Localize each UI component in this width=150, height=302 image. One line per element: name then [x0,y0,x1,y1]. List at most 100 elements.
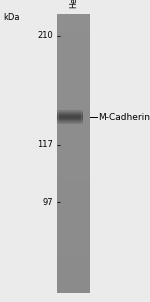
Bar [57,234,90,237]
Bar [81,112,82,113]
Bar [82,111,83,112]
Bar [58,121,59,122]
Bar [57,121,58,122]
Bar [58,112,59,113]
Bar [57,276,90,279]
Bar [57,50,90,53]
Bar [57,195,90,198]
Bar [59,111,81,112]
Bar [57,288,90,290]
Bar [57,120,58,121]
Bar [81,118,82,119]
Bar [59,116,60,117]
Bar [57,72,90,75]
Bar [59,122,81,123]
Bar [57,14,90,16]
Bar [57,110,58,111]
Bar [59,117,60,118]
Bar [59,112,60,113]
Bar [57,19,90,22]
Bar [57,187,90,190]
Bar [81,123,82,124]
Bar [82,118,83,119]
Bar [57,212,90,215]
Bar [82,113,83,114]
Bar [57,31,90,33]
Bar [57,95,90,97]
Bar [57,33,90,36]
Bar [57,204,90,206]
Bar [59,112,81,113]
Bar [82,110,83,111]
Bar [57,131,90,134]
Bar [57,22,90,25]
Bar [59,123,81,124]
Bar [82,115,83,116]
Bar [58,118,59,119]
Bar [57,81,90,83]
Bar [81,114,82,115]
Bar [58,120,59,121]
Bar [57,83,90,86]
Bar [58,116,59,117]
Bar [57,120,90,123]
Bar [57,148,90,150]
Bar [57,145,90,148]
Bar [57,67,90,69]
Bar [57,86,90,89]
Bar [57,284,90,288]
Bar [57,56,90,58]
Bar [82,119,83,120]
Bar [57,118,58,119]
Bar [57,16,90,19]
Bar [57,92,90,95]
Bar [57,47,90,50]
Bar [57,246,90,248]
Bar [59,122,60,123]
Bar [57,237,90,240]
Bar [59,118,81,119]
Bar [57,198,90,201]
Bar [59,113,81,114]
Bar [81,122,82,123]
Bar [57,123,90,125]
Bar [81,113,82,114]
Bar [57,192,90,195]
Bar [57,109,90,111]
Bar [57,103,90,106]
Bar [57,111,90,114]
Bar [57,134,90,137]
Bar [82,121,83,122]
Bar [57,268,90,271]
Bar [57,117,90,120]
Bar [59,114,60,115]
Bar [57,159,90,162]
Bar [82,114,83,115]
Bar [57,167,90,170]
Bar [57,170,90,173]
Bar [57,273,90,276]
Bar [82,116,83,117]
Bar [81,110,82,111]
Bar [57,254,90,257]
Bar [57,262,90,265]
Bar [57,176,90,178]
Bar [57,114,90,117]
Bar [57,201,90,204]
Bar [57,61,90,64]
Bar [57,39,90,41]
Bar [59,118,60,119]
Bar [57,240,90,243]
Bar [57,173,90,176]
Bar [58,122,59,123]
Bar [59,116,81,117]
Bar [57,223,90,226]
Bar [57,259,90,262]
Bar [59,110,81,111]
Bar [82,120,83,121]
Bar [57,279,90,282]
Bar [57,217,90,220]
Bar [82,117,83,118]
Bar [57,116,58,117]
Bar [59,115,81,116]
